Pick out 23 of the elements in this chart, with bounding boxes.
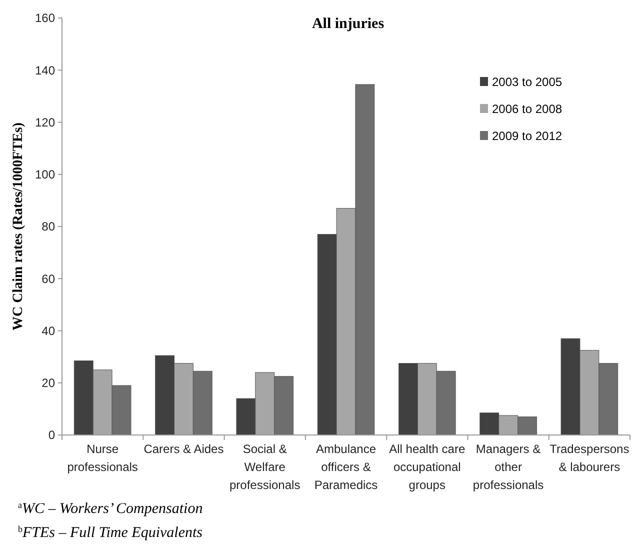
- chart-title: All injuries: [312, 16, 384, 32]
- y-tick-label: 40: [42, 324, 56, 338]
- x-tick-label: Managers & other professionals: [472, 442, 544, 492]
- y-tick-label: 20: [42, 376, 56, 390]
- legend-label: 2009 to 2012: [492, 129, 562, 144]
- x-tick-label: Nurse professionals: [67, 442, 138, 474]
- x-tick-label: Social & Welfare professionals: [230, 442, 300, 492]
- y-tick-label: 100: [34, 168, 56, 182]
- x-tick-label: Tradespersons & labourers: [550, 442, 630, 474]
- x-tick-label: Carers & Aides: [144, 442, 224, 456]
- x-tick-label: Ambulance officers & Paramedics: [314, 442, 378, 492]
- y-tick-label: 160: [34, 11, 56, 26]
- legend-label: 2006 to 2008: [492, 102, 562, 116]
- text: $^{b}$FTEs – Full Time Equivalents: [18, 524, 203, 541]
- y-tick-label: 120: [34, 115, 56, 130]
- legend-label: 2003 to 2005: [492, 75, 562, 90]
- y-tick-label: 0: [48, 428, 56, 442]
- y-axis-title: WC Claim rates (Rates/1000FTEs): [11, 122, 26, 331]
- y-tick-label: 140: [34, 63, 56, 78]
- y-tick-label: 80: [42, 220, 56, 234]
- text: $^{a}$WC – Workers’ Compensation: [18, 500, 203, 517]
- x-tick-label: All health care occupational groups: [389, 442, 466, 492]
- y-tick-label: 60: [42, 272, 56, 286]
